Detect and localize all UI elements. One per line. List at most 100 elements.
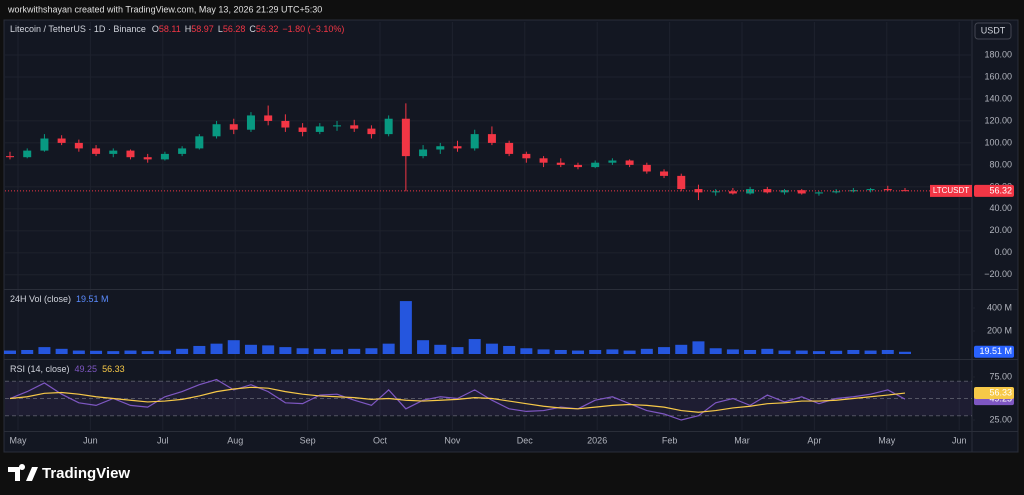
y-tick-label: 120.00 xyxy=(984,115,1012,125)
legend-value: O xyxy=(152,24,159,34)
currency[interactable]: USDT xyxy=(981,25,1006,35)
candle-body xyxy=(591,162,600,168)
candle-body xyxy=(57,138,66,143)
legend-value: 24H Vol (close) xyxy=(10,294,71,304)
x-tick-label: Jun xyxy=(83,435,98,445)
candle-body xyxy=(40,138,49,151)
candle-body xyxy=(832,191,841,193)
candle-body xyxy=(160,153,169,160)
volume-bar xyxy=(399,301,412,355)
volume-bar xyxy=(279,347,292,355)
candle-body xyxy=(849,190,858,192)
legend-value: 49.25 xyxy=(75,364,98,374)
legend-value: 56.33 xyxy=(102,364,125,374)
volume-bar xyxy=(348,348,361,355)
candle-body xyxy=(573,164,582,168)
candle-body xyxy=(505,142,514,154)
x-tick-label: Sep xyxy=(300,435,316,445)
candle-body xyxy=(522,153,531,159)
y-tick-label: 140.00 xyxy=(984,93,1012,103)
volume-bar xyxy=(864,350,877,355)
x-tick-label: May xyxy=(878,435,896,445)
currency-button[interactable] xyxy=(974,22,1012,40)
volume-bar xyxy=(606,349,619,355)
x-tick-label: Jul xyxy=(157,435,169,445)
legend-value: C xyxy=(249,24,256,34)
volume-bar xyxy=(623,350,636,355)
candle-body xyxy=(677,175,686,190)
candle-body xyxy=(195,136,204,149)
candle-body xyxy=(109,150,118,154)
last-price: 56.32 xyxy=(989,185,1012,195)
volume-bar xyxy=(365,348,378,355)
caption: workwithshayan created with TradingView.… xyxy=(7,4,322,14)
rsi-line xyxy=(9,378,906,421)
y-tick-label: 400 M xyxy=(987,302,1012,312)
volume-bar xyxy=(899,351,911,355)
volume-bar xyxy=(296,348,309,355)
candle-body xyxy=(281,120,290,128)
y-tick-label: −20.00 xyxy=(984,269,1012,279)
x-tick-label: Jun xyxy=(952,435,967,445)
pane-legend: 24H Vol (close) 19.51 M xyxy=(10,294,109,304)
legend-value: H xyxy=(185,24,192,34)
y-tick-label: 100.00 xyxy=(984,137,1012,147)
candle-body xyxy=(143,157,152,160)
volume-bar xyxy=(640,348,653,355)
symbol-tag-bg xyxy=(930,184,972,197)
candle-body xyxy=(212,124,221,137)
candle-body xyxy=(797,190,806,194)
candle-body xyxy=(126,150,135,158)
candle-body xyxy=(625,160,634,165)
pane-legend: Litecoin / TetherUS · 1D · Binance O58.11… xyxy=(10,24,344,34)
volume-bar xyxy=(90,350,103,355)
y-tick-label: 25.00 xyxy=(989,414,1012,424)
candle-body xyxy=(23,150,32,158)
volume-bar xyxy=(417,340,430,355)
candle-body xyxy=(780,190,789,193)
legend-value: 56.28 xyxy=(223,24,246,34)
y-tick-label: 160.00 xyxy=(984,71,1012,81)
x-tick-label: Aug xyxy=(227,435,243,445)
volume-bar xyxy=(503,345,516,355)
y-tick-label: 180.00 xyxy=(984,49,1012,59)
volume-bar xyxy=(675,344,688,355)
candle-body xyxy=(487,134,496,143)
volume-bar xyxy=(658,347,671,355)
last-volume: 19.51 M xyxy=(979,346,1012,356)
volume-bar xyxy=(881,349,894,355)
rsi-line xyxy=(9,386,906,413)
volume-bar xyxy=(21,349,34,355)
volume-bar xyxy=(778,350,791,355)
y-tick-label: 0.00 xyxy=(994,247,1012,257)
legend-value: 19.51 M xyxy=(76,294,109,304)
x-tick-label: Dec xyxy=(517,435,534,445)
candle-body xyxy=(883,189,892,191)
volume-bar xyxy=(382,343,395,355)
candle-body xyxy=(556,162,565,165)
legend-value: 56.32 xyxy=(256,24,279,34)
volume-bar xyxy=(313,348,326,355)
candle-body xyxy=(6,156,14,158)
volume-bar xyxy=(726,349,739,355)
candle-body xyxy=(333,125,342,127)
candle-body xyxy=(436,146,445,150)
volume-bar xyxy=(589,349,602,355)
volume-bar xyxy=(468,339,481,355)
volume-bar xyxy=(55,348,68,355)
last-volume-bg xyxy=(974,345,1014,358)
y-tick-label: 75.00 xyxy=(989,371,1012,381)
candle-body xyxy=(264,115,273,121)
volume-bar xyxy=(434,344,447,355)
candle-body xyxy=(401,118,410,157)
volume-bar xyxy=(761,348,774,355)
legend-value: RSI (14, close) xyxy=(10,364,70,374)
legend-value: L xyxy=(218,24,223,34)
candle-body xyxy=(711,191,720,193)
candle-body xyxy=(367,128,376,135)
volume-bar xyxy=(4,350,16,355)
candle-body xyxy=(453,146,462,149)
volume-bar xyxy=(744,349,757,355)
volume-bar xyxy=(124,350,137,355)
